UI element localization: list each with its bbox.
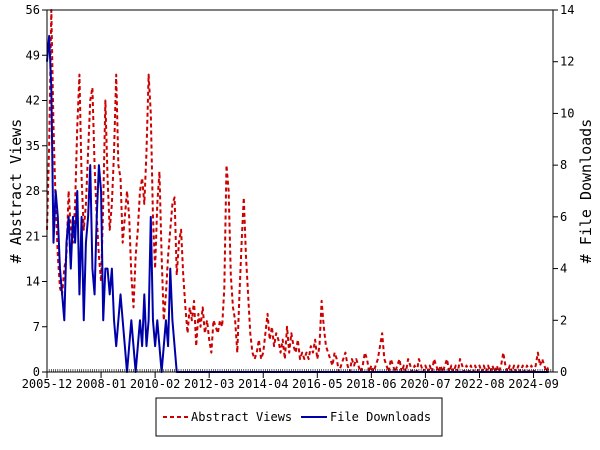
right-tick-label: 14 (560, 3, 574, 17)
right-tick-label: 12 (560, 55, 574, 69)
left-tick-label: 56 (26, 3, 40, 17)
left-axis-title: # Abstract Views (7, 119, 25, 264)
right-axis-title: # File Downloads (577, 119, 595, 264)
x-tick-label: 2018-06 (346, 377, 397, 391)
x-axis: 2005-12 2008-01 2010-02 2012-03 2014-04 2016-… (22, 372, 559, 391)
left-tick-label: 28 (26, 184, 40, 198)
right-tick-label: 0 (560, 365, 567, 379)
right-tick-label: 6 (560, 210, 567, 224)
legend-box (155, 397, 443, 437)
right-tick-label: 2 (560, 313, 567, 327)
right-tick-label: 8 (560, 158, 567, 172)
left-tick-label: 49 (26, 48, 40, 62)
left-tick-label: 14 (26, 275, 40, 289)
legend-label-abstract-views: Abstract Views (191, 410, 292, 424)
x-tick-label: 2020-07 (400, 377, 451, 391)
legend-label-file-downloads: File Downloads (330, 410, 431, 424)
right-tick-label: 10 (560, 106, 574, 120)
right-tick-label: 4 (560, 262, 567, 276)
x-tick-label: 2010-02 (130, 377, 181, 391)
x-tick-label: 2008-01 (76, 377, 127, 391)
x-tick-label: 2014-04 (238, 377, 289, 391)
left-tick-label: 21 (26, 229, 40, 243)
left-tick-label: 7 (33, 320, 40, 334)
x-tick-label: 2005-12 (22, 377, 73, 391)
x-tick-label: 2016-05 (292, 377, 343, 391)
right-y-axis: 0 2 4 6 8 10 12 14 (553, 3, 574, 379)
x-tick-label: 2022-08 (454, 377, 505, 391)
left-tick-label: 42 (26, 94, 40, 108)
left-y-axis: 0 7 14 21 28 35 42 49 56 (26, 3, 47, 379)
left-tick-label: 0 (33, 365, 40, 379)
legend: Abstract Views File Downloads (155, 397, 443, 437)
x-tick-label: 2012-03 (184, 377, 235, 391)
left-tick-label: 35 (26, 139, 40, 153)
x-tick-label: 2024-09 (508, 377, 559, 391)
